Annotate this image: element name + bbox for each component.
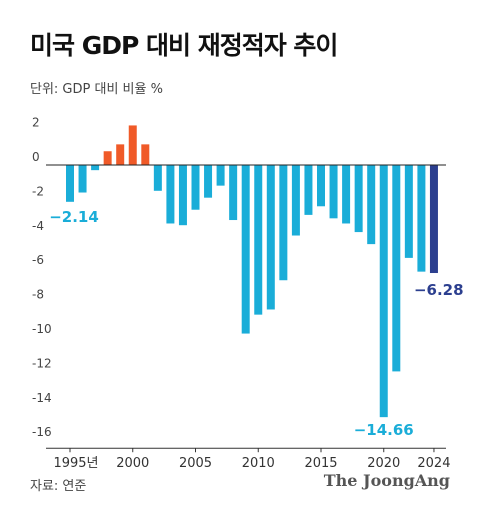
y-tick-label: -6 [32, 253, 44, 267]
bar-2010 [254, 165, 263, 315]
bar-2002 [153, 165, 162, 191]
y-tick-label: -2 [32, 184, 44, 198]
chart-title: 미국 GDP 대비 재정적자 추이 [30, 31, 338, 60]
data-label-2020: −14.66 [354, 421, 414, 439]
x-tick-label: 2005 [179, 456, 212, 471]
bar-2021 [392, 165, 401, 372]
bar-1997 [91, 165, 100, 171]
y-tick-label: -14 [32, 391, 52, 405]
x-tick-label: 2015 [304, 456, 337, 471]
bar-2000 [128, 125, 137, 165]
bar-2001 [141, 144, 150, 165]
bar-2014 [304, 165, 313, 215]
bar-1998 [103, 151, 112, 165]
x-tick-label: 2020 [367, 456, 400, 471]
x-tick-label: 2010 [242, 456, 275, 471]
data-label-1995: −2.14 [49, 208, 99, 226]
bar-2006 [204, 165, 213, 198]
y-tick-label: -10 [32, 322, 52, 336]
bar-2011 [266, 165, 275, 310]
bar-2020 [379, 165, 388, 418]
bar-2024 [429, 165, 438, 274]
publisher-logo: The JoongAng [323, 471, 450, 490]
x-tick-label: 2000 [116, 456, 149, 471]
bar-1999 [116, 144, 125, 165]
bar-1995 [66, 165, 74, 202]
data-label-2024: −6.28 [414, 281, 464, 299]
unit-label: 단위: GDP 대비 비율 % [30, 82, 163, 97]
source-label: 자료: 연준 [30, 479, 87, 494]
bar-2018 [354, 165, 363, 233]
y-tick-label: -4 [32, 219, 44, 233]
y-tick-label: 0 [32, 150, 40, 164]
bar-2007 [216, 165, 225, 186]
x-tick-label: 2024 [417, 456, 450, 471]
bar-2016 [329, 165, 338, 219]
bar-1996 [78, 165, 87, 193]
bar-2013 [291, 165, 300, 236]
bar-2023 [417, 165, 426, 272]
y-tick-label: 2 [32, 116, 40, 130]
bar-2009 [241, 165, 250, 334]
bar-2015 [317, 165, 325, 207]
y-tick-label: -16 [32, 425, 52, 439]
bar-2022 [404, 165, 413, 258]
y-tick-label: -12 [32, 356, 52, 370]
bar-2017 [342, 165, 351, 224]
bar-2003 [166, 165, 175, 224]
y-tick-label: -8 [32, 288, 44, 302]
bar-2012 [279, 165, 288, 281]
bar-2005 [191, 165, 200, 210]
bar-2008 [229, 165, 238, 221]
x-tick-label: 1995년 [53, 456, 98, 471]
bar-2004 [178, 165, 187, 226]
bar-2019 [367, 165, 376, 245]
